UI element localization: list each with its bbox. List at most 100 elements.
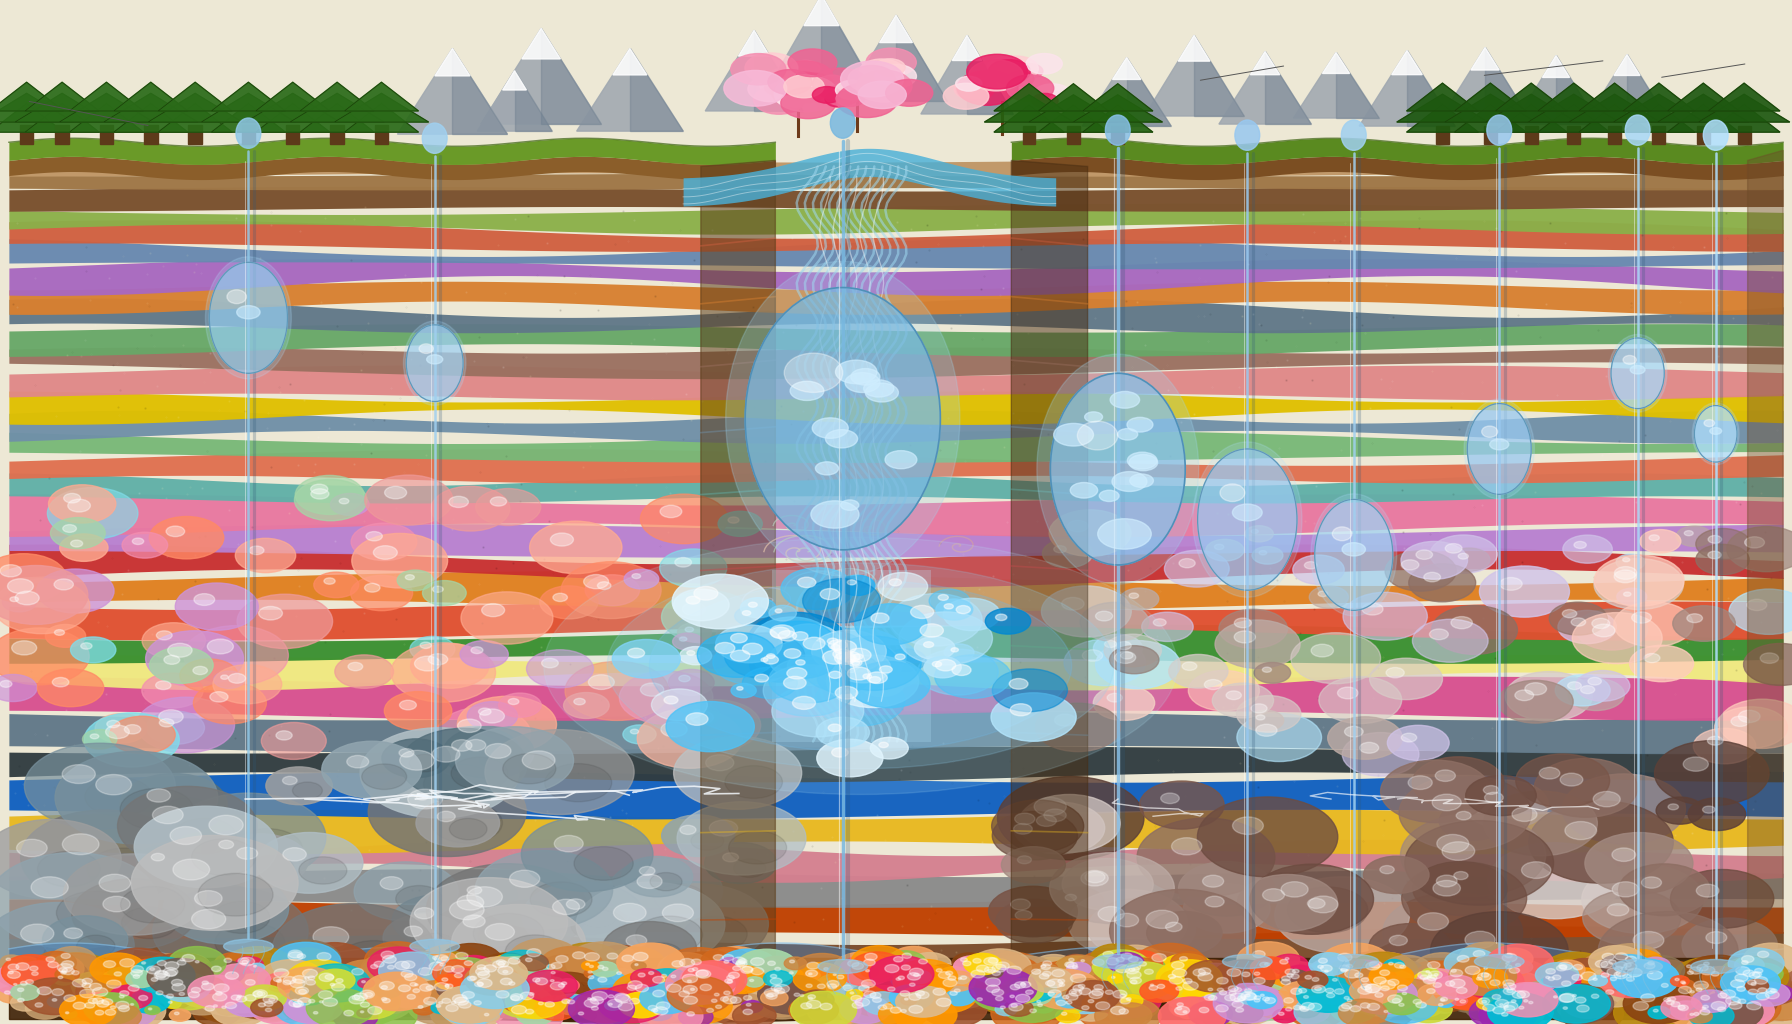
Circle shape xyxy=(480,981,545,1019)
Circle shape xyxy=(1452,996,1468,1006)
Circle shape xyxy=(1183,662,1197,671)
Circle shape xyxy=(269,998,274,1001)
Circle shape xyxy=(213,834,308,888)
Circle shape xyxy=(1219,993,1274,1024)
Circle shape xyxy=(170,794,326,882)
Circle shape xyxy=(124,725,142,734)
Circle shape xyxy=(174,984,229,1015)
Circle shape xyxy=(600,991,629,1007)
Circle shape xyxy=(1082,650,1102,662)
Circle shape xyxy=(745,977,763,987)
Circle shape xyxy=(1487,843,1622,919)
Circle shape xyxy=(1235,988,1242,991)
Circle shape xyxy=(5,991,11,994)
Circle shape xyxy=(1271,970,1314,994)
Circle shape xyxy=(1360,969,1417,1001)
Circle shape xyxy=(529,992,534,995)
Circle shape xyxy=(262,723,326,760)
Circle shape xyxy=(14,591,39,605)
Polygon shape xyxy=(984,95,1073,122)
Circle shape xyxy=(23,967,56,986)
Bar xyxy=(1525,126,1538,144)
Circle shape xyxy=(1346,973,1423,1017)
Circle shape xyxy=(1602,973,1634,991)
Circle shape xyxy=(953,955,991,977)
Bar xyxy=(1697,126,1710,144)
Circle shape xyxy=(1247,991,1276,1009)
Circle shape xyxy=(685,627,694,632)
Circle shape xyxy=(1095,611,1113,621)
Circle shape xyxy=(1251,529,1258,534)
Circle shape xyxy=(1095,984,1134,1007)
Circle shape xyxy=(464,961,473,966)
Circle shape xyxy=(1487,974,1550,1009)
Circle shape xyxy=(122,532,168,558)
Circle shape xyxy=(547,969,566,980)
Circle shape xyxy=(1676,971,1749,1013)
Circle shape xyxy=(1736,967,1749,975)
Circle shape xyxy=(163,968,177,976)
Circle shape xyxy=(919,989,987,1024)
Circle shape xyxy=(928,590,969,612)
Polygon shape xyxy=(1294,52,1378,118)
Circle shape xyxy=(151,978,158,981)
Circle shape xyxy=(1729,1001,1742,1010)
Circle shape xyxy=(781,87,835,119)
Circle shape xyxy=(151,968,154,971)
Circle shape xyxy=(530,521,622,573)
Circle shape xyxy=(1177,1008,1181,1010)
Circle shape xyxy=(1586,952,1645,987)
Circle shape xyxy=(1009,1002,1023,1011)
Circle shape xyxy=(1253,977,1265,984)
Circle shape xyxy=(1312,962,1337,976)
Circle shape xyxy=(683,977,702,988)
Circle shape xyxy=(1245,989,1253,992)
Circle shape xyxy=(194,682,267,724)
Ellipse shape xyxy=(237,118,262,148)
Circle shape xyxy=(760,649,792,669)
Circle shape xyxy=(1572,612,1663,664)
Circle shape xyxy=(532,998,557,1013)
Polygon shape xyxy=(1113,57,1142,80)
Circle shape xyxy=(525,957,532,962)
Circle shape xyxy=(1283,997,1294,1004)
Circle shape xyxy=(1416,969,1460,994)
Circle shape xyxy=(1421,969,1439,978)
Circle shape xyxy=(1581,972,1597,980)
Circle shape xyxy=(1245,994,1251,997)
Bar xyxy=(1738,126,1751,144)
Circle shape xyxy=(75,978,145,1018)
Circle shape xyxy=(274,977,281,982)
Circle shape xyxy=(1312,978,1319,981)
Circle shape xyxy=(867,998,910,1023)
Circle shape xyxy=(136,845,197,879)
Circle shape xyxy=(72,972,116,998)
Circle shape xyxy=(1011,899,1030,910)
Circle shape xyxy=(1679,980,1695,989)
Circle shape xyxy=(1127,453,1158,469)
Circle shape xyxy=(1453,995,1482,1012)
Circle shape xyxy=(1055,981,1113,1014)
Circle shape xyxy=(1550,974,1597,1001)
Circle shape xyxy=(731,634,747,643)
Circle shape xyxy=(1204,680,1222,689)
Circle shape xyxy=(830,978,882,1007)
Circle shape xyxy=(1036,962,1057,974)
Circle shape xyxy=(729,972,740,978)
Circle shape xyxy=(667,701,754,752)
Circle shape xyxy=(48,953,104,985)
Polygon shape xyxy=(25,82,99,111)
Circle shape xyxy=(1072,966,1077,969)
Circle shape xyxy=(1002,847,1066,883)
Circle shape xyxy=(297,997,312,1006)
Circle shape xyxy=(747,612,846,668)
Polygon shape xyxy=(1038,104,1109,132)
Circle shape xyxy=(1412,861,1507,915)
Circle shape xyxy=(679,637,686,641)
Circle shape xyxy=(249,546,263,555)
Circle shape xyxy=(0,956,48,987)
Circle shape xyxy=(446,969,482,988)
Circle shape xyxy=(878,1005,887,1010)
Circle shape xyxy=(787,668,806,679)
Circle shape xyxy=(1292,555,1344,585)
